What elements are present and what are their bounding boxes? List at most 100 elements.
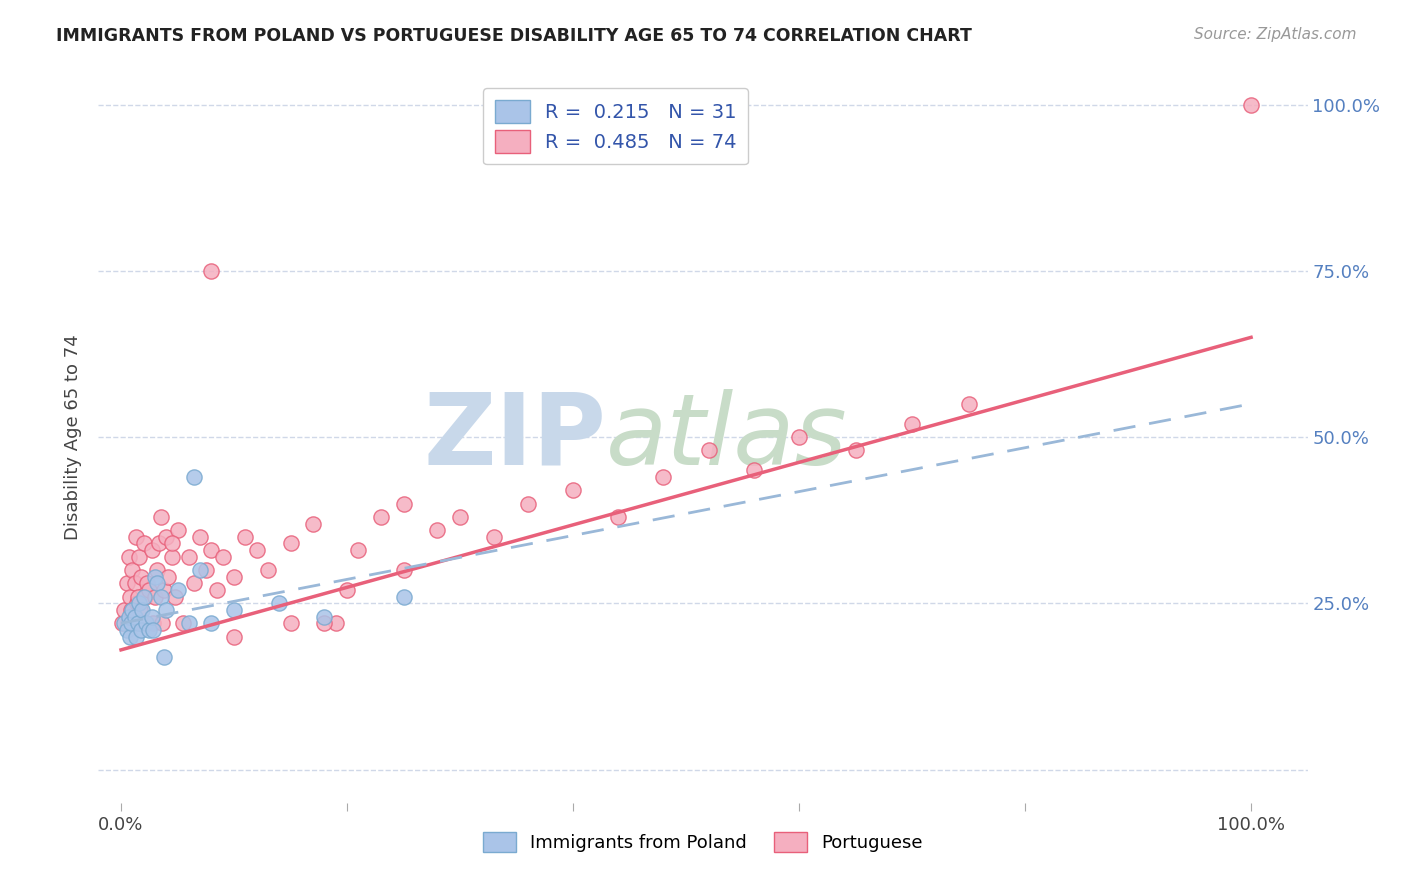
Point [150, 616, 173, 631]
Point [347, 543, 370, 558]
Point [115, 576, 138, 591]
Point [149, 509, 172, 524]
Point [120, 603, 142, 617]
Text: ZIP: ZIP [423, 389, 606, 485]
Point [120, 590, 142, 604]
Point [222, 570, 245, 584]
Point [160, 549, 183, 564]
Point [127, 590, 149, 604]
Point [146, 563, 169, 577]
Point [143, 590, 166, 604]
Point [901, 417, 924, 431]
Point [392, 497, 415, 511]
Text: IMMIGRANTS FROM POLAND VS PORTUGUESE DISABILITY AGE 65 TO 74 CORRELATION CHART: IMMIGRANTS FROM POLAND VS PORTUGUESE DIS… [56, 27, 972, 45]
Point [120, 630, 142, 644]
Point [845, 443, 868, 458]
Point [177, 616, 200, 631]
Point [135, 616, 157, 631]
Point [194, 563, 217, 577]
Point [128, 549, 150, 564]
Point [118, 609, 141, 624]
Point [200, 616, 222, 631]
Point [165, 590, 187, 604]
Point [269, 596, 291, 610]
Text: atlas: atlas [606, 389, 848, 485]
Point [211, 549, 233, 564]
Point [325, 616, 347, 631]
Point [153, 582, 176, 597]
Point [138, 623, 160, 637]
Point [172, 616, 194, 631]
Point [516, 497, 538, 511]
Point [131, 616, 153, 631]
Text: Source: ZipAtlas.com: Source: ZipAtlas.com [1194, 27, 1357, 42]
Point [482, 530, 505, 544]
Point [148, 536, 170, 550]
Point [155, 603, 177, 617]
Point [697, 443, 720, 458]
Point [141, 543, 163, 558]
Point [153, 649, 176, 664]
Point [135, 616, 157, 631]
Point [127, 616, 149, 631]
Point [1240, 97, 1263, 112]
Point [222, 603, 245, 617]
Point [132, 536, 155, 550]
Y-axis label: Disability Age 65 to 74: Disability Age 65 to 74 [65, 334, 83, 540]
Point [128, 596, 150, 610]
Point [222, 630, 245, 644]
Point [183, 470, 205, 484]
Point [426, 523, 449, 537]
Point [155, 530, 177, 544]
Point [166, 582, 188, 597]
Point [370, 509, 392, 524]
Point [302, 516, 325, 531]
Point [652, 470, 675, 484]
Point [957, 397, 980, 411]
Point [117, 616, 139, 631]
Point [246, 543, 269, 558]
Point [131, 623, 153, 637]
Point [314, 616, 336, 631]
Point [149, 590, 172, 604]
Point [200, 543, 222, 558]
Point [142, 623, 165, 637]
Point [336, 582, 359, 597]
Point [124, 609, 146, 624]
Point [138, 582, 160, 597]
Point [121, 563, 143, 577]
Point [112, 603, 135, 617]
Point [124, 576, 146, 591]
Point [134, 590, 156, 604]
Point [177, 549, 200, 564]
Point [183, 576, 205, 591]
Point [125, 530, 148, 544]
Point [112, 616, 135, 631]
Point [742, 463, 765, 477]
Point [233, 530, 256, 544]
Point [131, 603, 153, 617]
Point [787, 430, 810, 444]
Legend: Immigrants from Poland, Portuguese: Immigrants from Poland, Portuguese [477, 824, 929, 860]
Point [562, 483, 585, 498]
Point [188, 530, 211, 544]
Point [160, 536, 183, 550]
Point [129, 603, 152, 617]
Point [392, 590, 415, 604]
Point [132, 590, 155, 604]
Point [115, 623, 138, 637]
Point [314, 609, 336, 624]
Point [122, 616, 145, 631]
Point [280, 616, 302, 631]
Point [157, 570, 180, 584]
Point [118, 549, 141, 564]
Point [141, 609, 163, 624]
Point [121, 603, 143, 617]
Point [120, 616, 142, 631]
Point [136, 576, 159, 591]
Point [142, 616, 165, 631]
Point [111, 616, 134, 631]
Point [200, 264, 222, 278]
Point [257, 563, 280, 577]
Point [125, 596, 148, 610]
